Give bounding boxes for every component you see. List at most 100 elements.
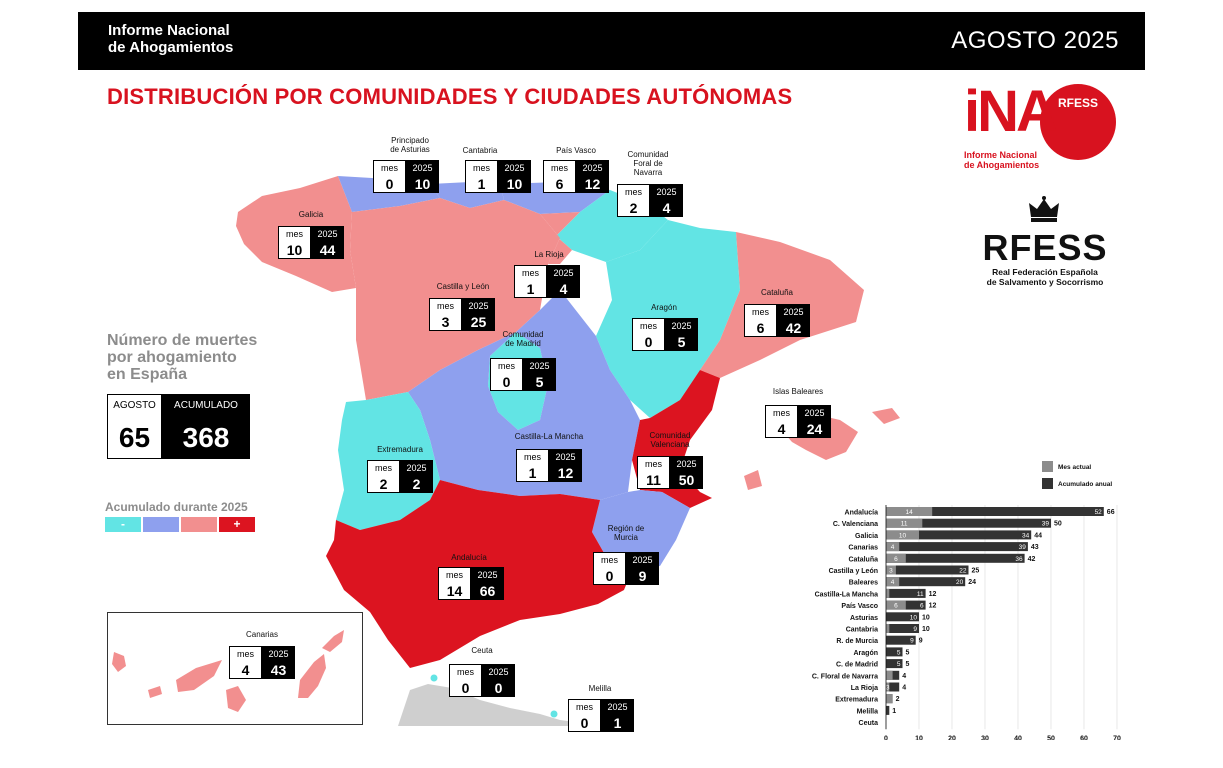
rfess-sub-line2: de Salvamento y Socorrismo: [986, 277, 1104, 287]
ina-logo-subtitle: Informe Nacional de Ahogamientos: [964, 150, 1039, 170]
bar-label-total: 10: [922, 626, 930, 633]
canarias-island-1: [112, 652, 126, 672]
bar-month: [886, 553, 906, 563]
bar-label-month: 6: [894, 603, 898, 610]
mes-label: mes: [466, 161, 498, 175]
category-label: País Vasco: [841, 603, 878, 610]
ina-sub-line1: Informe Nacional: [964, 150, 1038, 160]
month-count: 6: [544, 175, 576, 193]
region-box-ceuta: mes 2025 0 0: [449, 664, 515, 697]
year-count: 0: [482, 679, 515, 697]
report-name-line1: Informe Nacional: [108, 22, 230, 39]
mes-label: mes: [633, 319, 665, 333]
bar-label-total: 24: [968, 579, 976, 586]
year-count: 10: [498, 175, 531, 193]
total-value: 368: [162, 417, 250, 459]
bar-label-total: 42: [1028, 556, 1036, 563]
report-name-line2: de Ahogamientos: [108, 39, 234, 56]
category-label: Aragón: [854, 650, 879, 657]
region-box-aragon: mes 2025 0 5: [632, 318, 698, 351]
bar-month: [886, 577, 900, 587]
month-count: 4: [230, 661, 262, 679]
region-label-ceuta: Ceuta: [471, 646, 493, 655]
region-box-cantabria: mes 2025 1 10: [465, 160, 531, 193]
category-label: Baleares: [849, 580, 878, 587]
bar-label-total: 1: [892, 708, 896, 715]
year-label: 2025: [471, 568, 504, 582]
bar-label-month: 14: [905, 509, 913, 516]
bar-label-total: 50: [1054, 521, 1062, 528]
bar-accumulated: [886, 647, 903, 657]
year-label: 2025: [576, 161, 609, 175]
category-label: Castilla-La Mancha: [815, 591, 879, 598]
bar-label-month: 10: [899, 532, 907, 539]
region-label-melilla: Melilla: [588, 684, 612, 693]
bar-label-inner: 39: [1042, 521, 1050, 528]
year-label: 2025: [601, 700, 634, 714]
year-label: 2025: [406, 161, 439, 175]
bar-label-total: 66: [1107, 509, 1115, 516]
page-title: DISTRIBUCIÓN POR COMUNIDADES Y CIUDADES …: [107, 84, 793, 109]
year-label: 2025: [462, 299, 495, 313]
category-label: Cantabria: [846, 627, 878, 634]
mes-label: mes: [450, 665, 482, 679]
year-label: 2025: [262, 647, 295, 661]
bar-month: [886, 542, 900, 552]
month-count: 11: [638, 471, 670, 489]
region-shape-menorca: [872, 408, 900, 424]
x-tick-label: 60: [1080, 735, 1088, 740]
category-label: C. Floral de Navarra: [812, 673, 878, 680]
bar-accumulated: [886, 624, 919, 633]
bar-accumulated: [886, 565, 969, 575]
rfess-logo-subtitle: Real Federación Española de Salvamento y…: [975, 267, 1115, 287]
region-shape-la-rioja: [540, 212, 580, 264]
month-count: 10: [279, 241, 311, 259]
category-label: Cataluña: [848, 556, 878, 563]
mes-label: mes: [279, 227, 311, 241]
legend-label: Acumulado anual: [1058, 481, 1112, 488]
canarias-island-2: [148, 686, 162, 698]
category-label: Galicia: [855, 533, 878, 540]
category-label: C. de Madrid: [836, 662, 878, 669]
bar-accumulated: [886, 542, 1028, 552]
region-label-comunidad-foral-de-navarra: Comunidad Foral de Navarra: [627, 150, 669, 177]
region-label-extremadura: Extremadura: [377, 445, 423, 454]
region-box-castilla-la-mancha: mes 2025 1 12: [516, 449, 582, 482]
bar-label-inner: 34: [1022, 532, 1030, 539]
bar-accumulated: [886, 507, 1104, 516]
bar-label-month: 4: [891, 544, 895, 551]
year-count: 5: [523, 373, 556, 391]
category-label: Castilla y León: [829, 568, 878, 575]
bar-label-month: 4: [891, 579, 895, 586]
bar-label-inner: 5: [897, 649, 901, 656]
bar-label-inner: 9: [910, 638, 914, 645]
region-label-cataluna: Cataluña: [760, 288, 794, 297]
national-totals-box: AGOSTO ACUMULADO 2025 65 368: [107, 394, 250, 459]
summary-heading-line3: en España: [107, 366, 188, 383]
bar-chart: 0 10 20 30 40 50 60 70 Mes actual Acumulado anual…: [812, 461, 1121, 740]
bar-accumulated: [886, 530, 1032, 540]
year-count: 43: [262, 661, 295, 679]
report-name: Informe Nacional de Ahogamientos: [108, 22, 233, 56]
category-label: Asturias: [850, 615, 878, 622]
bar-accumulated: [886, 588, 926, 598]
x-tick-label: 20: [948, 735, 956, 740]
region-box-extremadura: mes 2025 2 2: [367, 460, 433, 493]
legend-title: Acumulado durante 2025: [105, 500, 248, 514]
region-shape-ibiza: [744, 470, 762, 490]
bar-month: [886, 588, 890, 598]
year-count: 2: [400, 475, 433, 493]
year-label: 2025: [549, 450, 582, 464]
region-label-cantabria: Cantabria: [462, 146, 498, 155]
category-label: R. de Murcia: [836, 638, 878, 645]
region-label-canarias: Canarias: [245, 630, 278, 639]
x-tick-label: 10: [915, 735, 923, 740]
region-shape-murcia: [592, 490, 690, 570]
region-shape-castilla-mancha: [408, 290, 640, 500]
bar-label-total: 4: [902, 685, 906, 692]
month-count: 0: [491, 373, 523, 391]
bar-accumulated: [886, 553, 1025, 563]
bar-label-total: 25: [972, 568, 980, 575]
year-label: 2025: [626, 553, 659, 567]
canarias-inset-frame: [107, 612, 363, 725]
